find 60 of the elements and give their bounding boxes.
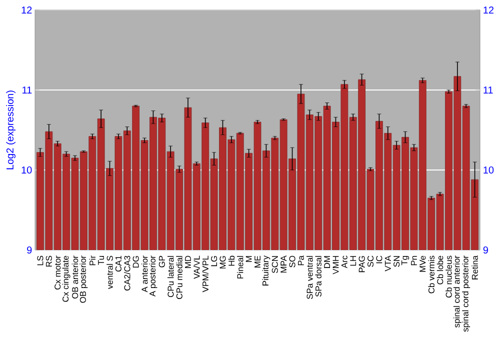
y-tick-label: 9 [27,246,32,254]
x-tick-label: OB posterior [80,256,88,303]
x-tick-label: MVe [420,256,426,272]
x-tick-label: LS [37,256,44,266]
x-tick-label: Hb [228,256,235,266]
x-tick-label: OB anterior [72,256,78,299]
y-tick-label: 12 [22,6,32,14]
x-tick-label: spinal cord posterior [462,256,470,332]
x-tick-label: Pir [89,256,96,266]
y2-tick-label: 11 [484,86,493,94]
x-tick-label: VTA [384,255,391,272]
x-tick-label: A posterior [149,256,158,297]
x-tick-label: ME [254,256,260,268]
x-tick-label: SN [394,256,400,267]
x-tick-label: Retina [472,255,478,280]
y2-tick-label: 12 [484,6,494,14]
x-tick-label: RS [46,256,52,267]
x-tick-label: MD [185,256,191,268]
x-tick-label: SC [367,256,374,267]
y2-tick-label: 9 [483,246,488,254]
x-tick-label: Pituitary [262,255,270,286]
x-tick-label: Pa [298,255,304,266]
x-tick-label: DG [132,256,139,268]
x-tick-label: VPM/VPL [202,256,208,292]
x-tick-label: CPu medial [176,256,182,299]
x-tick-label: GP [158,256,165,268]
x-tick-label: SO [289,256,296,268]
x-tick-label: ventral S [106,256,113,289]
y-axis-title: Log2 (expression) [6,90,16,170]
y-tick-label: 10 [22,166,32,174]
x-tick-label: VMH [332,256,339,274]
x-tick-label: Cb vermis [428,256,434,294]
x-tick-label: Arc [341,256,348,268]
x-tick-label: SPa dorsal [315,256,322,297]
x-tick-label: CA2/CA3 [124,256,130,290]
x-tick-label: spinal cord anterior [453,256,462,328]
x-tick-label: Pineal [237,256,244,278]
x-tick-label: LH [350,256,356,266]
x-tick-label: Cb lobe [436,256,444,284]
x-tick-label: MPA [280,255,287,273]
x-tick-label: Cx motor [54,256,61,290]
x-tick-label: Pn [411,256,417,266]
x-tick-label: VA/VL [194,256,200,279]
x-tick-label: Tg [401,256,410,266]
x-tick-label: Tu [98,256,104,265]
x-tick-label: CA1 [115,256,122,272]
y2-tick-label: 10 [484,166,494,174]
x-tick-label: M [246,256,252,262]
x-tick-label: DM [324,256,330,268]
x-tick-label: MG [220,256,226,268]
x-tick-label: IC [376,256,382,264]
x-tick-label: LG [211,256,218,266]
x-tick-label: CPu lateral [167,256,174,298]
x-tick-label: Cx cingulate [62,256,70,302]
x-tick-label: A anterior [141,256,148,292]
x-tick-label: SCN [272,256,278,274]
x-tick-label: PAG [358,256,365,272]
y-tick-label: 11 [22,86,32,94]
x-tick-label: Cb nucleus [446,256,452,298]
x-tick-label: SPa ventral [306,256,313,299]
